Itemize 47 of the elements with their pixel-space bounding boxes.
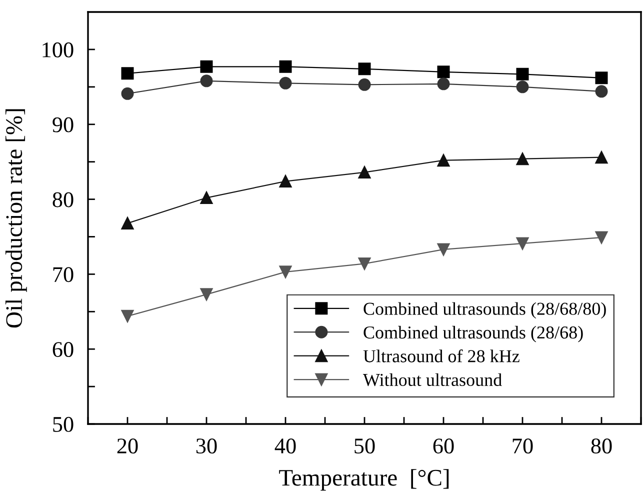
point bbox=[121, 87, 134, 100]
point bbox=[437, 66, 450, 78]
point bbox=[279, 60, 292, 73]
x-axis-title: Temperature [°C] bbox=[279, 469, 449, 491]
point bbox=[595, 72, 608, 84]
point bbox=[121, 67, 134, 80]
x-tick-label: 50 bbox=[354, 438, 375, 454]
point bbox=[358, 62, 371, 76]
legend-label: Without ultrasound bbox=[362, 373, 502, 386]
x-tick-label: 80 bbox=[591, 438, 612, 454]
point bbox=[358, 78, 371, 91]
y-tick-label: 100 bbox=[42, 42, 74, 58]
x-tick-label: 30 bbox=[196, 438, 217, 454]
legend-label: Combined ultrasounds (28/68/80) bbox=[364, 302, 606, 319]
point bbox=[516, 68, 529, 80]
y-tick-label: 50 bbox=[53, 416, 74, 432]
point bbox=[437, 78, 450, 90]
point bbox=[279, 175, 292, 188]
point bbox=[595, 151, 608, 164]
x-tick-label: 60 bbox=[433, 438, 454, 454]
point bbox=[358, 166, 371, 179]
legend-label: Combined ultrasounds (28/68) bbox=[364, 326, 583, 342]
point bbox=[200, 74, 213, 88]
point bbox=[200, 60, 213, 73]
legend-label: Ultrasound of 28 kHz bbox=[363, 349, 520, 362]
point bbox=[279, 76, 292, 90]
point bbox=[516, 80, 529, 94]
y-axis-title: Oil production rate [%] bbox=[5, 109, 27, 328]
y-tick-label: 70 bbox=[53, 267, 74, 282]
x-tick-label: 40 bbox=[274, 438, 296, 454]
y-tick-label: 60 bbox=[52, 342, 74, 358]
x-tick-label: 20 bbox=[117, 438, 138, 454]
point bbox=[595, 85, 608, 98]
point bbox=[516, 152, 529, 166]
point bbox=[516, 237, 529, 250]
point bbox=[437, 243, 450, 256]
point bbox=[121, 310, 134, 322]
point bbox=[437, 154, 450, 167]
point bbox=[358, 257, 371, 270]
point bbox=[279, 266, 292, 278]
x-tick-label: 70 bbox=[512, 438, 533, 454]
point bbox=[200, 192, 213, 204]
y-tick-label: 90 bbox=[52, 117, 74, 132]
point bbox=[121, 216, 134, 230]
point bbox=[595, 231, 608, 244]
point bbox=[200, 288, 213, 301]
y-tick-label: 80 bbox=[52, 192, 74, 208]
